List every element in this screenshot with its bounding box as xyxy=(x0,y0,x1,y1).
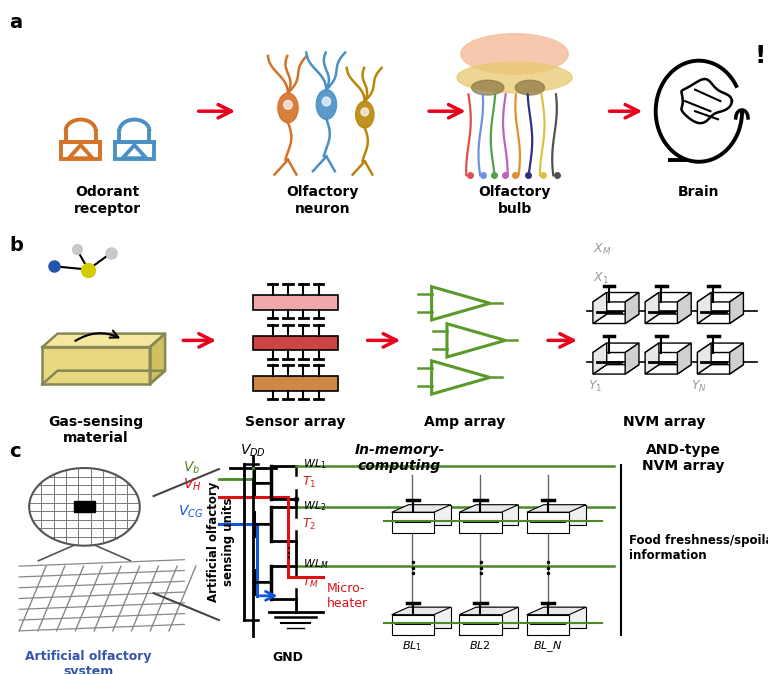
Polygon shape xyxy=(392,615,434,635)
Text: !: ! xyxy=(755,44,766,67)
Text: Olfactory
bulb: Olfactory bulb xyxy=(478,185,551,216)
Polygon shape xyxy=(697,343,711,374)
Text: $Y_N$: $Y_N$ xyxy=(691,379,707,394)
Polygon shape xyxy=(697,314,743,324)
Ellipse shape xyxy=(461,34,568,74)
Text: Odorant
receptor: Odorant receptor xyxy=(74,185,141,216)
Polygon shape xyxy=(476,505,518,525)
Text: ...: ... xyxy=(275,542,293,558)
Text: Food freshness/spoilage
information: Food freshness/spoilage information xyxy=(629,534,768,561)
Polygon shape xyxy=(593,343,607,374)
Text: $BL_1$: $BL_1$ xyxy=(402,640,422,653)
Ellipse shape xyxy=(278,93,298,123)
Polygon shape xyxy=(527,505,586,512)
Polygon shape xyxy=(409,505,451,525)
Text: $X_1$: $X_1$ xyxy=(593,271,609,286)
Polygon shape xyxy=(150,334,165,384)
Bar xyxy=(74,501,95,512)
Text: GND: GND xyxy=(273,651,303,665)
Polygon shape xyxy=(677,343,691,374)
Text: $Y_1$: $Y_1$ xyxy=(588,379,602,394)
Polygon shape xyxy=(593,293,607,324)
Polygon shape xyxy=(593,314,639,324)
Text: NVM array: NVM array xyxy=(623,415,706,429)
Polygon shape xyxy=(625,343,639,374)
Text: In-memory-
computing: In-memory- computing xyxy=(354,443,445,473)
Text: $WL_1$: $WL_1$ xyxy=(303,458,327,471)
Text: a: a xyxy=(9,13,22,32)
Text: b: b xyxy=(9,236,23,255)
Ellipse shape xyxy=(284,100,293,109)
Ellipse shape xyxy=(316,90,336,119)
Ellipse shape xyxy=(361,108,369,116)
Polygon shape xyxy=(645,293,691,302)
Polygon shape xyxy=(253,295,338,310)
Polygon shape xyxy=(593,293,639,302)
Text: Olfactory
neuron: Olfactory neuron xyxy=(286,185,359,216)
Text: Artificial olfactory
sensing units: Artificial olfactory sensing units xyxy=(207,482,235,602)
Text: $V_{DD}$: $V_{DD}$ xyxy=(240,442,266,458)
Text: AND-type
NVM array: AND-type NVM array xyxy=(642,443,725,473)
Text: $WL_M$: $WL_M$ xyxy=(303,557,329,571)
Text: $T_1$: $T_1$ xyxy=(302,475,316,490)
Polygon shape xyxy=(544,505,586,525)
Bar xyxy=(61,142,100,159)
Text: $X_M$: $X_M$ xyxy=(593,242,611,257)
Ellipse shape xyxy=(356,101,374,128)
Polygon shape xyxy=(697,343,743,353)
Polygon shape xyxy=(392,607,451,615)
Polygon shape xyxy=(730,343,743,374)
Polygon shape xyxy=(527,512,569,532)
Polygon shape xyxy=(459,607,518,615)
Polygon shape xyxy=(527,615,569,635)
Text: $BL2$: $BL2$ xyxy=(469,640,491,652)
Polygon shape xyxy=(544,607,586,627)
Polygon shape xyxy=(625,293,639,324)
Polygon shape xyxy=(697,293,743,302)
Text: Amp array: Amp array xyxy=(424,415,505,429)
Polygon shape xyxy=(253,336,338,350)
Ellipse shape xyxy=(457,63,572,92)
Text: $V_{CG}$: $V_{CG}$ xyxy=(178,503,204,520)
Polygon shape xyxy=(645,365,691,374)
Text: Sensor array: Sensor array xyxy=(246,415,346,429)
Ellipse shape xyxy=(323,97,330,106)
Text: $V_b$: $V_b$ xyxy=(183,460,200,476)
Polygon shape xyxy=(527,607,586,615)
Polygon shape xyxy=(392,505,451,512)
Text: $T_2$: $T_2$ xyxy=(302,516,316,532)
Text: $T_M$: $T_M$ xyxy=(302,575,319,590)
Polygon shape xyxy=(409,607,451,627)
Bar xyxy=(115,142,154,159)
Polygon shape xyxy=(459,505,518,512)
Polygon shape xyxy=(459,615,502,635)
Polygon shape xyxy=(645,343,659,374)
Text: c: c xyxy=(9,442,21,461)
Text: Gas-sensing
material: Gas-sensing material xyxy=(48,415,144,445)
Polygon shape xyxy=(42,347,150,384)
Text: Artificial olfactory
system: Artificial olfactory system xyxy=(25,650,151,674)
Polygon shape xyxy=(476,607,518,627)
Ellipse shape xyxy=(515,80,545,95)
Polygon shape xyxy=(677,293,691,324)
Polygon shape xyxy=(593,365,639,374)
Text: Brain: Brain xyxy=(678,185,720,200)
Polygon shape xyxy=(645,293,659,324)
Text: $V_H$: $V_H$ xyxy=(183,477,201,493)
Text: $WL_2$: $WL_2$ xyxy=(303,499,326,513)
Polygon shape xyxy=(645,343,691,353)
Polygon shape xyxy=(645,314,691,324)
Polygon shape xyxy=(459,512,502,532)
Polygon shape xyxy=(730,293,743,324)
Text: Micro-
heater: Micro- heater xyxy=(326,582,368,611)
Polygon shape xyxy=(42,334,165,347)
Polygon shape xyxy=(253,376,338,391)
Text: $BL\_N$: $BL\_N$ xyxy=(533,640,562,654)
Polygon shape xyxy=(593,343,639,353)
Ellipse shape xyxy=(472,80,504,95)
Polygon shape xyxy=(697,365,743,374)
Polygon shape xyxy=(392,512,434,532)
Polygon shape xyxy=(697,293,711,324)
